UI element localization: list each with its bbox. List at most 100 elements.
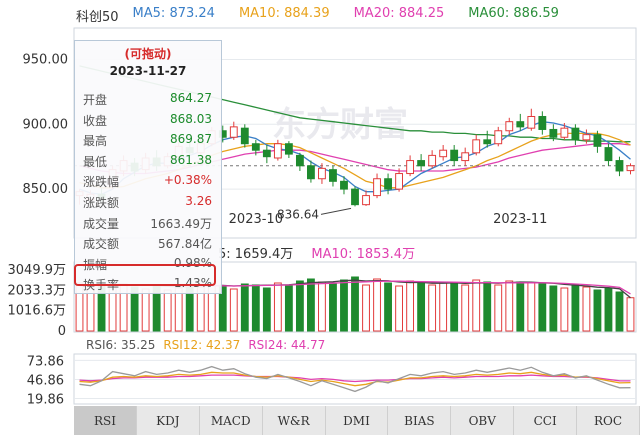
- candle-body: [527, 115, 536, 129]
- volume-bar: [417, 282, 426, 332]
- volume-bar: [340, 279, 348, 332]
- candle-body: [604, 147, 613, 162]
- tooltip-value: 1.43%: [173, 276, 212, 291]
- ma-legend-item: MA10: 884.39: [238, 6, 330, 21]
- tab-bias[interactable]: BIAS: [388, 406, 452, 435]
- watermark-text: 东方财富: [272, 105, 408, 145]
- volume-ma10-label: MA10: 1853.4万: [311, 247, 416, 262]
- candle: [318, 163, 326, 184]
- candle-body: [549, 128, 558, 138]
- tooltip-row: 最高 869.87: [83, 132, 212, 152]
- rsi-legend-item: RSI6: 35.25: [86, 338, 156, 352]
- tab-dmi[interactable]: DMI: [325, 406, 389, 435]
- ma-legend-items: MA5: 873.24 MA10: 884.39 MA20: 884.25 MA60:…: [133, 6, 559, 25]
- tab-cci[interactable]: CCI: [514, 406, 578, 435]
- volume-bar: [461, 284, 470, 332]
- candle: [373, 173, 381, 199]
- volume-bar: [406, 280, 415, 332]
- candle: [450, 145, 459, 166]
- volume-bar: [505, 280, 514, 332]
- price-tick-label: 950.00: [23, 52, 69, 67]
- date-label: 2023-11: [493, 212, 547, 227]
- tooltip-date: 2023-11-27: [109, 64, 187, 78]
- candle-body: [262, 149, 271, 158]
- candle-body: [461, 152, 470, 162]
- candle: [527, 108, 536, 131]
- volume-bar: [229, 288, 238, 332]
- candle: [571, 124, 580, 146]
- tooltip-value: 1663.49万: [150, 216, 212, 231]
- volume-bar: [439, 281, 448, 332]
- rsi-tick-label: 19.86: [27, 393, 64, 408]
- volume-bar: [615, 291, 624, 332]
- volume-bar: [362, 284, 370, 332]
- candle-body: [494, 130, 503, 145]
- volume-legend: 5: 1659.4万 MA10: 1853.4万: [218, 243, 415, 262]
- volume-bar: [538, 283, 547, 332]
- tooltip-value: 567.84亿: [158, 237, 212, 252]
- index-title: 科创50: [76, 10, 119, 25]
- candle-body: [229, 126, 238, 138]
- date-label: 2023-10: [229, 212, 283, 227]
- candle: [461, 147, 470, 166]
- candle: [483, 130, 492, 148]
- low-annotation-label: 836.64: [277, 207, 319, 221]
- candle: [395, 168, 403, 192]
- candle-body: [351, 188, 359, 206]
- tab-macd[interactable]: MACD: [199, 406, 263, 435]
- tooltip-row: 收盘 868.03: [83, 112, 212, 132]
- candle: [417, 154, 426, 171]
- rsi-tick-label: 73.86: [27, 354, 64, 369]
- data-tooltip[interactable]: (可拖动) 2023-11-27 开盘 864.27 收盘 868.03 最高 869.8…: [74, 40, 222, 294]
- volume-bar: [494, 284, 503, 332]
- candle: [273, 139, 282, 161]
- volume-bar: [604, 287, 613, 332]
- tab-kdj[interactable]: KDJ: [136, 406, 200, 435]
- volume-bar: [571, 284, 580, 332]
- candle: [428, 150, 437, 169]
- rsi-legend-item: RSI12: 42.37: [163, 338, 241, 352]
- candle-body: [472, 139, 481, 154]
- candle-body: [329, 169, 337, 182]
- candle: [626, 163, 635, 175]
- candle-body: [593, 134, 602, 147]
- volume-bar: [295, 280, 304, 332]
- volume-bar: [373, 278, 381, 332]
- candle-body: [384, 178, 392, 190]
- candle: [406, 155, 415, 177]
- candle-body: [538, 115, 547, 130]
- candle-body: [251, 143, 260, 151]
- volume-bar: [395, 285, 403, 332]
- tab-obv[interactable]: OBV: [451, 406, 515, 435]
- candle-body: [395, 173, 403, 190]
- candle: [351, 186, 359, 207]
- tooltip-row: 涨跌幅 +0.38%: [83, 173, 212, 193]
- tab-wr[interactable]: W&R: [262, 406, 326, 435]
- tooltip-key: 涨跌额: [83, 196, 120, 210]
- ma-legend-item: MA60: 886.59: [468, 6, 559, 21]
- rsi-tick-label: 46.86: [27, 373, 64, 388]
- volume-bar: [351, 276, 359, 332]
- rsi-legend: RSI6: 35.25 RSI12: 42.37 RSI24: 44.77: [86, 338, 325, 352]
- volume-tick-label: 1016.6万: [8, 304, 67, 319]
- candle-body: [318, 167, 326, 180]
- candle-body: [362, 195, 370, 206]
- volume-bar: [472, 279, 481, 332]
- tab-roc[interactable]: ROC: [577, 406, 640, 435]
- candle-body: [373, 178, 381, 197]
- volume-panel-frame: [73, 261, 637, 333]
- candle-body: [240, 127, 249, 145]
- candle: [295, 152, 304, 171]
- candle: [340, 176, 348, 195]
- volume-bar: [549, 285, 558, 332]
- rsi-legend-item: RSI24: 44.77: [248, 338, 326, 352]
- tooltip-key: 最低: [83, 154, 108, 169]
- volume-bar: [593, 289, 602, 332]
- tab-rsi[interactable]: RSI: [74, 406, 137, 435]
- candle: [494, 126, 503, 147]
- tooltip-row: 涨跌额 3.26: [83, 194, 212, 214]
- candle-body: [615, 160, 624, 172]
- candle-body: [307, 165, 315, 180]
- tooltip-row: 成交额 567.84亿: [83, 235, 212, 255]
- ma-legend: 科创50 MA5: 873.24 MA10: 884.39 MA20: 884.25…: [76, 6, 559, 25]
